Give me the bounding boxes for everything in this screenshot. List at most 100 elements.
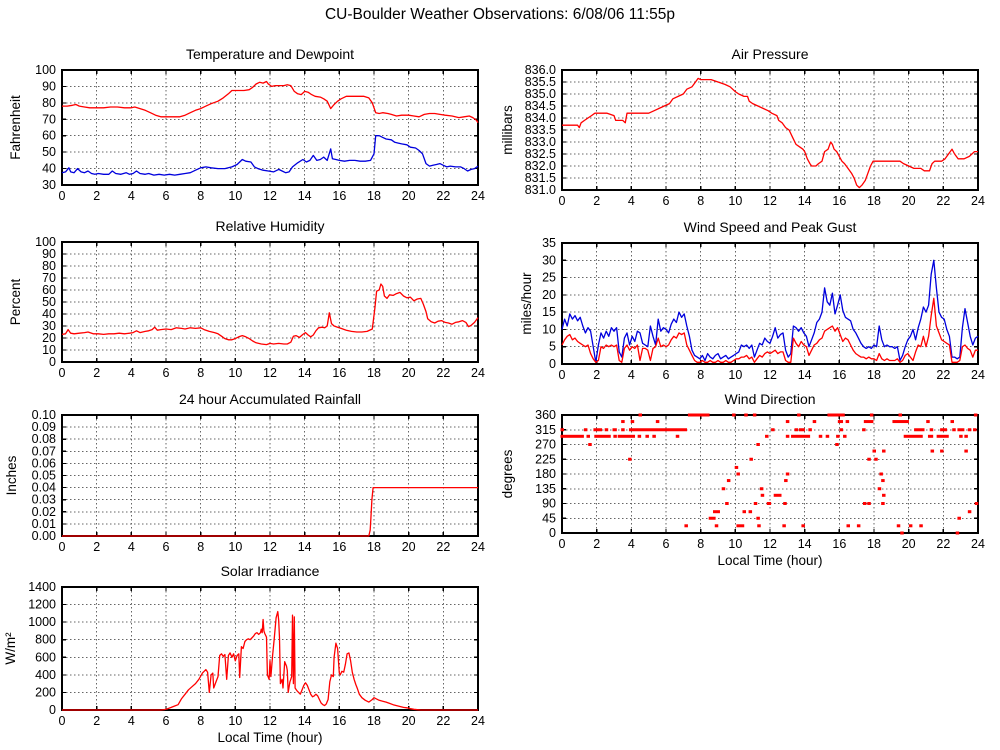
chart-text: 8 — [697, 537, 704, 551]
chart-text: 22 — [436, 189, 450, 203]
chart-text: 10 — [728, 368, 742, 382]
chart-text: 0 — [59, 189, 66, 203]
tick-marks — [61, 586, 479, 711]
series-humidity-line — [61, 283, 479, 346]
scatter-run — [638, 413, 642, 417]
chart-text: 834.0 — [525, 111, 556, 125]
chart-text: 4 — [128, 714, 135, 728]
chart-text: 16 — [332, 366, 346, 380]
chart-text: 40 — [42, 307, 56, 321]
chart-text: 10 — [228, 540, 242, 554]
scatter-run — [645, 434, 649, 438]
tick-marks — [561, 69, 979, 191]
gridlines — [62, 415, 478, 536]
chart-text: 70 — [42, 271, 56, 285]
scatter-run — [744, 413, 748, 417]
chart-text: 10 — [228, 714, 242, 728]
scatter-run — [785, 434, 790, 438]
chart-text: 18 — [367, 366, 381, 380]
tick-marks — [61, 69, 479, 186]
chart-text: 20 — [902, 537, 916, 551]
scatter-run — [604, 428, 609, 432]
chart-text: 30 — [542, 253, 556, 267]
scatter-run — [957, 428, 965, 432]
chart-text: 14 — [298, 540, 312, 554]
chart-text: 24 — [971, 368, 985, 382]
scatter-run — [930, 449, 935, 453]
gridlines — [62, 70, 478, 185]
chart-text: 16 — [832, 537, 846, 551]
tick-marks — [561, 414, 979, 534]
scatter-run — [734, 465, 739, 469]
scatter-run — [782, 524, 786, 528]
chart-text: 836.0 — [525, 63, 556, 77]
chart-text: 2 — [593, 194, 600, 208]
chart-text: 1200 — [28, 598, 56, 612]
scatter-run — [593, 428, 603, 432]
chart-text: 831.0 — [525, 183, 556, 197]
scatter-run — [736, 472, 740, 476]
chart-text: 24 — [471, 189, 485, 203]
scatter-run — [919, 524, 923, 528]
scatter-run — [877, 487, 882, 491]
scatter-run — [808, 428, 812, 432]
chart-text: W/m² — [3, 632, 18, 665]
chart-text: 12 — [763, 194, 777, 208]
scatter-run — [594, 434, 611, 438]
chart-text: 6 — [663, 537, 670, 551]
scatter-run — [950, 420, 954, 424]
chart-text: 4 — [628, 194, 635, 208]
chart-text: Inches — [4, 455, 19, 495]
chart-direction: 0 2 4 6 8 10 12 14 16 18 20 22 240459013518022527031… — [500, 391, 985, 568]
scatter-run — [827, 413, 845, 417]
chart-text: 24 — [471, 714, 485, 728]
chart-text: 18 — [367, 714, 381, 728]
scatter-run — [836, 434, 840, 438]
scatter-run — [892, 420, 909, 424]
chart-text: 90 — [42, 247, 56, 261]
chart-text: 12 — [763, 537, 777, 551]
chart-text: 2 — [593, 368, 600, 382]
chart-text: Local Time (hour) — [717, 553, 822, 568]
chart-text: 600 — [35, 650, 56, 664]
chart-text: 0 — [59, 714, 66, 728]
chart-text: 2 — [93, 189, 100, 203]
chart-text: 24 — [471, 366, 485, 380]
chart-text: 70 — [42, 112, 56, 126]
scatter-run — [869, 413, 874, 417]
chart-text: 400 — [35, 668, 56, 682]
chart-text: 20 — [402, 540, 416, 554]
chart-text: 831.5 — [525, 171, 556, 185]
chart-text: 0.06 — [32, 456, 56, 470]
scatter-run — [791, 434, 811, 438]
scatter-run — [882, 449, 886, 453]
chart-text: 80 — [42, 259, 56, 273]
scatter-run — [900, 531, 904, 535]
tick-marks — [61, 241, 479, 363]
chart-text: 0 — [559, 194, 566, 208]
scatter-run — [753, 502, 758, 505]
chart-text: 832.5 — [525, 147, 556, 161]
chart-text: 4 — [628, 537, 635, 551]
scatter-run — [765, 434, 769, 438]
chart-text: 834.5 — [525, 99, 556, 113]
scatter-run — [713, 510, 720, 514]
chart-text: 6 — [163, 714, 170, 728]
chart-text: 14 — [798, 537, 812, 551]
scatter-run — [964, 434, 968, 438]
scatter-run — [914, 428, 925, 432]
chart-text: 10 — [228, 189, 242, 203]
chart-text: 30 — [42, 178, 56, 192]
scatter-run — [881, 502, 885, 505]
chart-text: 22 — [936, 194, 950, 208]
chart-text: 4 — [128, 189, 135, 203]
chart-text: 12 — [263, 714, 277, 728]
scatter-run — [628, 428, 688, 432]
gridlines — [62, 242, 478, 362]
chart-text: Solar Irradiance — [221, 563, 320, 579]
chart-text: 14 — [798, 368, 812, 382]
gridlines — [562, 243, 978, 364]
chart-text: 12 — [263, 540, 277, 554]
scatter-run — [967, 428, 972, 432]
scatter-run — [637, 434, 642, 438]
